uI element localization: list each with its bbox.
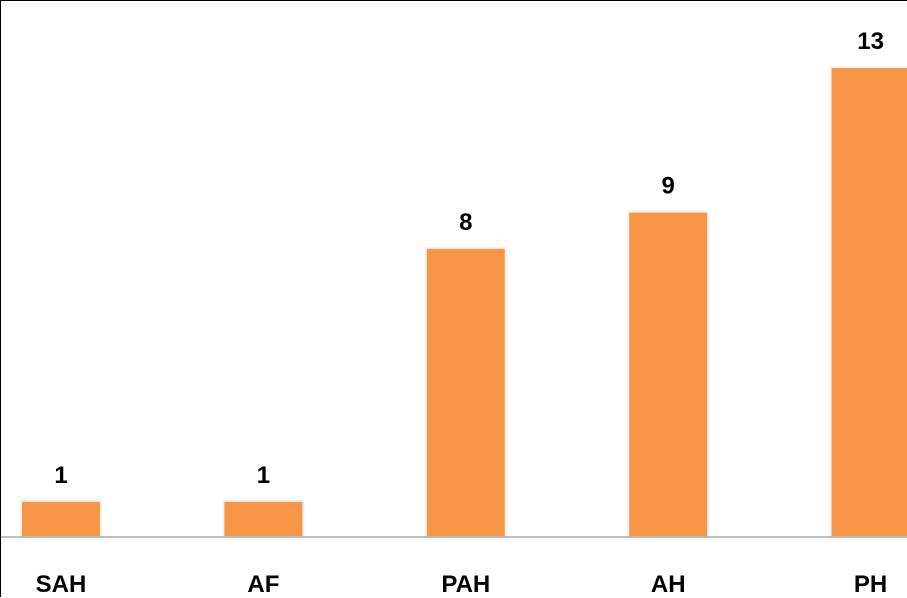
value-label-ah: 9 [662, 173, 675, 200]
category-label-sah: SAH [36, 571, 87, 598]
bar-sah [20, 499, 102, 539]
bar-ah [627, 210, 710, 538]
bar-ph [829, 66, 907, 539]
bars-group [20, 66, 907, 539]
value-label-pah: 8 [459, 209, 472, 236]
value-label-af: 1 [257, 462, 270, 489]
category-label-af: AF [247, 571, 279, 598]
category-label-ph: PH [854, 571, 887, 598]
value-label-ph: 13 [857, 28, 884, 55]
category-label-ah: AH [651, 571, 686, 598]
category-labels-group: SAH AF PAH AH PH [36, 571, 888, 598]
value-labels-group: 1 1 8 9 13 [54, 28, 884, 489]
category-label-pah: PAH [441, 571, 490, 598]
value-label-sah: 1 [54, 462, 67, 489]
bar-af [222, 499, 305, 539]
bar-pah [424, 246, 507, 539]
